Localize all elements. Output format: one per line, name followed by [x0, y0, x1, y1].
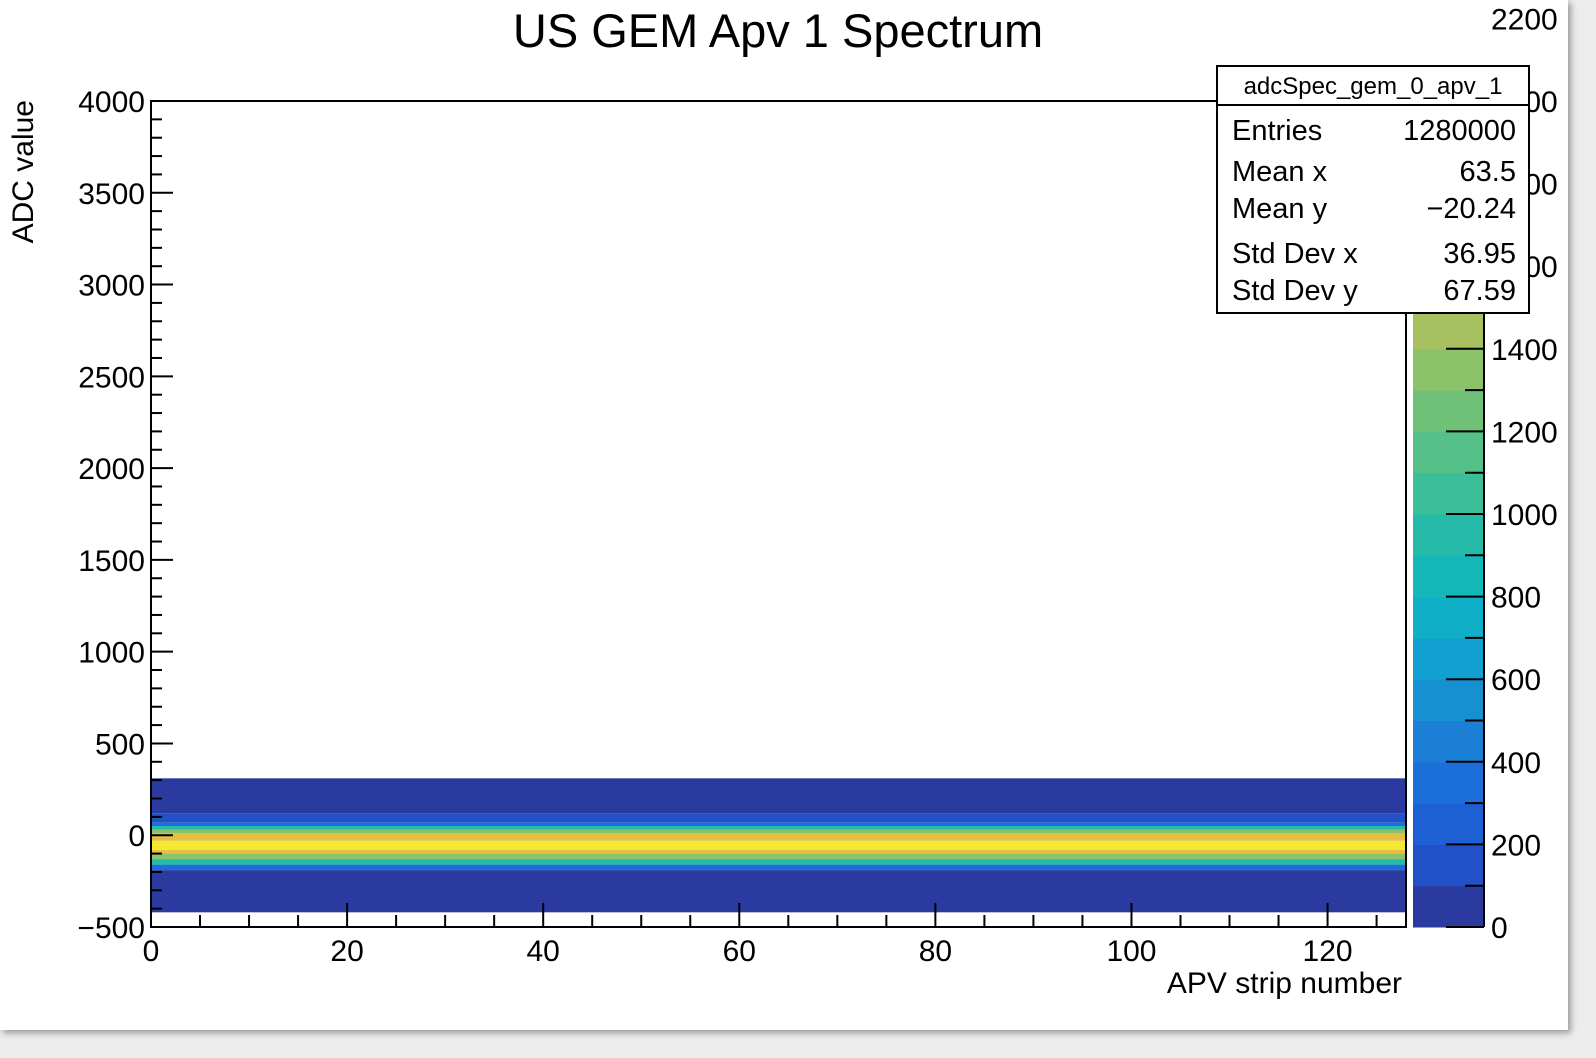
stats-row-label: Std Dev y	[1232, 275, 1358, 307]
colorbar-segment	[1413, 390, 1484, 432]
heatmap-band-0	[151, 870, 1406, 913]
heatmap-band-4	[151, 849, 1406, 854]
heatmap-band-8	[151, 826, 1406, 830]
colorbar-segment	[1413, 637, 1484, 680]
heatmap-band-5	[151, 840, 1406, 850]
colorbar-segment	[1413, 885, 1484, 928]
x-axis: 0 20 40 60 80 100 120	[143, 903, 1378, 968]
heatmap-band-11	[151, 778, 1406, 814]
heatmap-band-3	[151, 853, 1406, 860]
x-tick-label: 80	[919, 935, 952, 968]
colorbar-segment	[1413, 431, 1484, 474]
y-tick-label: 3500	[78, 178, 145, 211]
colorbar-tick-label: 800	[1491, 582, 1541, 615]
colorbar-tick-label: 2200	[1491, 3, 1558, 36]
colorbar-tick-label: 1400	[1491, 334, 1558, 367]
stats-row-label: Entries	[1232, 115, 1322, 147]
x-tick-label: 60	[723, 935, 756, 968]
colorbar-segment	[1413, 596, 1484, 639]
y-tick-label: 3000	[78, 270, 145, 303]
y-tick-label: 1500	[78, 545, 145, 578]
colorbar-tick-label: 1000	[1491, 499, 1558, 532]
stats-row-label: Mean x	[1232, 156, 1328, 188]
heatmap-band-2	[151, 859, 1406, 865]
colorbar-segment	[1413, 803, 1484, 845]
stats-row-value: 67.59	[1443, 275, 1516, 307]
colorbar-segment	[1413, 679, 1484, 721]
stats-row-value: 36.95	[1443, 238, 1516, 270]
colorbar-segment	[1413, 844, 1484, 887]
stats-row-label: Std Dev x	[1232, 238, 1358, 270]
heatmap-band-6	[151, 833, 1406, 841]
heatmap-band-1	[151, 864, 1406, 871]
y-axis-label: ADC value	[7, 100, 40, 243]
colorbar-segment	[1413, 514, 1484, 556]
y-tick-label: 500	[95, 728, 145, 761]
y-tick-label: 0	[128, 820, 145, 853]
y-axis: −500 0 500 1000 1500 2000 2500 3000 3500 4000	[77, 86, 173, 945]
plot-area	[150, 100, 1407, 928]
chart-title: US GEM Apv 1 Spectrum	[513, 4, 1043, 57]
colorbar-segment	[1413, 348, 1484, 391]
colorbar-segment	[1413, 472, 1484, 515]
heatmap-band-7	[151, 829, 1406, 834]
x-tick-label: 40	[527, 935, 560, 968]
stats-row-value: 63.5	[1460, 156, 1516, 188]
x-tick-label: 0	[143, 935, 160, 968]
x-tick-label: 100	[1106, 935, 1156, 968]
stats-row-value: 1280000	[1403, 115, 1516, 147]
y-tick-label: −500	[77, 912, 145, 945]
stats-row-value: −20.24	[1426, 193, 1516, 225]
stats-box-title: adcSpec_gem_0_apv_1	[1244, 73, 1503, 100]
colorbar-tick-label: 0	[1491, 912, 1508, 945]
stats-box-frame	[1216, 65, 1530, 314]
stats-box: adcSpec_gem_0_apv_1 Entries 1280000 Mean x…	[1216, 65, 1530, 314]
heatmap-band-10	[151, 813, 1406, 823]
heatmap-chart: US GEM Apv 1 Spectrum −50005001000150020…	[7, 3, 1558, 1000]
plot-frame	[150, 100, 1407, 928]
colorbar-tick-label: 1200	[1491, 416, 1558, 449]
x-axis-label: APV strip number	[1167, 967, 1402, 1000]
y-tick-label: 2500	[78, 361, 145, 394]
colorbar-segment	[1413, 307, 1484, 350]
colorbar-segment	[1413, 761, 1484, 804]
colorbar-segment	[1413, 720, 1484, 763]
x-tick-label: 120	[1303, 935, 1353, 968]
colorbar-tick-label: 600	[1491, 664, 1541, 697]
x-tick-label: 20	[330, 935, 363, 968]
colorbar-tick-label: 400	[1491, 747, 1541, 780]
y-tick-label: 2000	[78, 453, 145, 486]
plot-canvas: US GEM Apv 1 Spectrum −500 0 500 1000 1500 20…	[0, 0, 1568, 1030]
colorbar-tick-label: 200	[1491, 829, 1541, 862]
y-tick-label: 1000	[78, 637, 145, 670]
heatmap-band-9	[151, 822, 1406, 827]
y-tick-label: 4000	[78, 86, 145, 119]
stats-row-label: Mean y	[1232, 193, 1328, 225]
colorbar-segment	[1413, 555, 1484, 598]
